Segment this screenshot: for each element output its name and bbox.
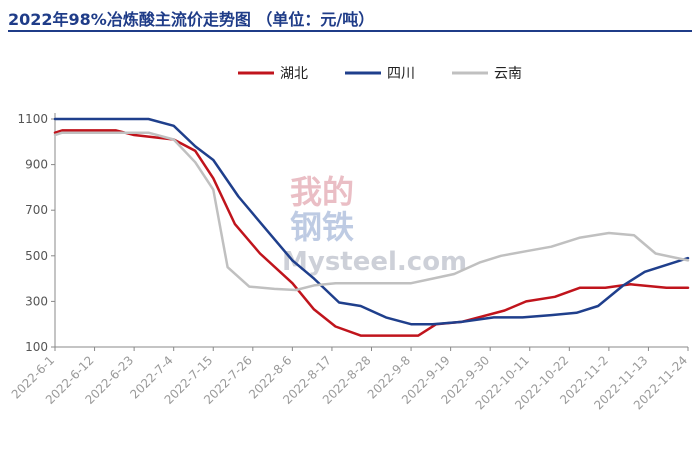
- legend-label-1: 湖北: [280, 66, 308, 82]
- legend-label-2: 四川: [387, 66, 415, 82]
- series-line-3: [53, 131, 690, 292]
- y-tick-label: 900: [25, 158, 48, 172]
- series-line-1: [53, 129, 690, 337]
- legend-label-3: 云南: [494, 66, 522, 82]
- series-line-2: [53, 117, 690, 326]
- y-tick-label: 1100: [17, 112, 48, 126]
- y-tick-label: 700: [25, 203, 48, 217]
- chart-title: 2022年98%冶炼酸主流价走势图 （单位：元/吨）: [8, 10, 375, 29]
- series-lines: [53, 117, 690, 337]
- watermark-line1: 我的: [290, 173, 354, 211]
- watermark-brand: Mysteel.com: [282, 247, 467, 277]
- y-tick-label: 500: [25, 249, 48, 263]
- title-underline: [8, 30, 692, 32]
- watermark: 我的 钢铁 Mysteel.com: [282, 173, 467, 277]
- y-tick-label: 300: [25, 294, 48, 308]
- legend: 湖北 四川 云南: [238, 66, 522, 82]
- y-tick-label: 100: [25, 340, 48, 354]
- watermark-line2: 钢铁: [290, 208, 354, 246]
